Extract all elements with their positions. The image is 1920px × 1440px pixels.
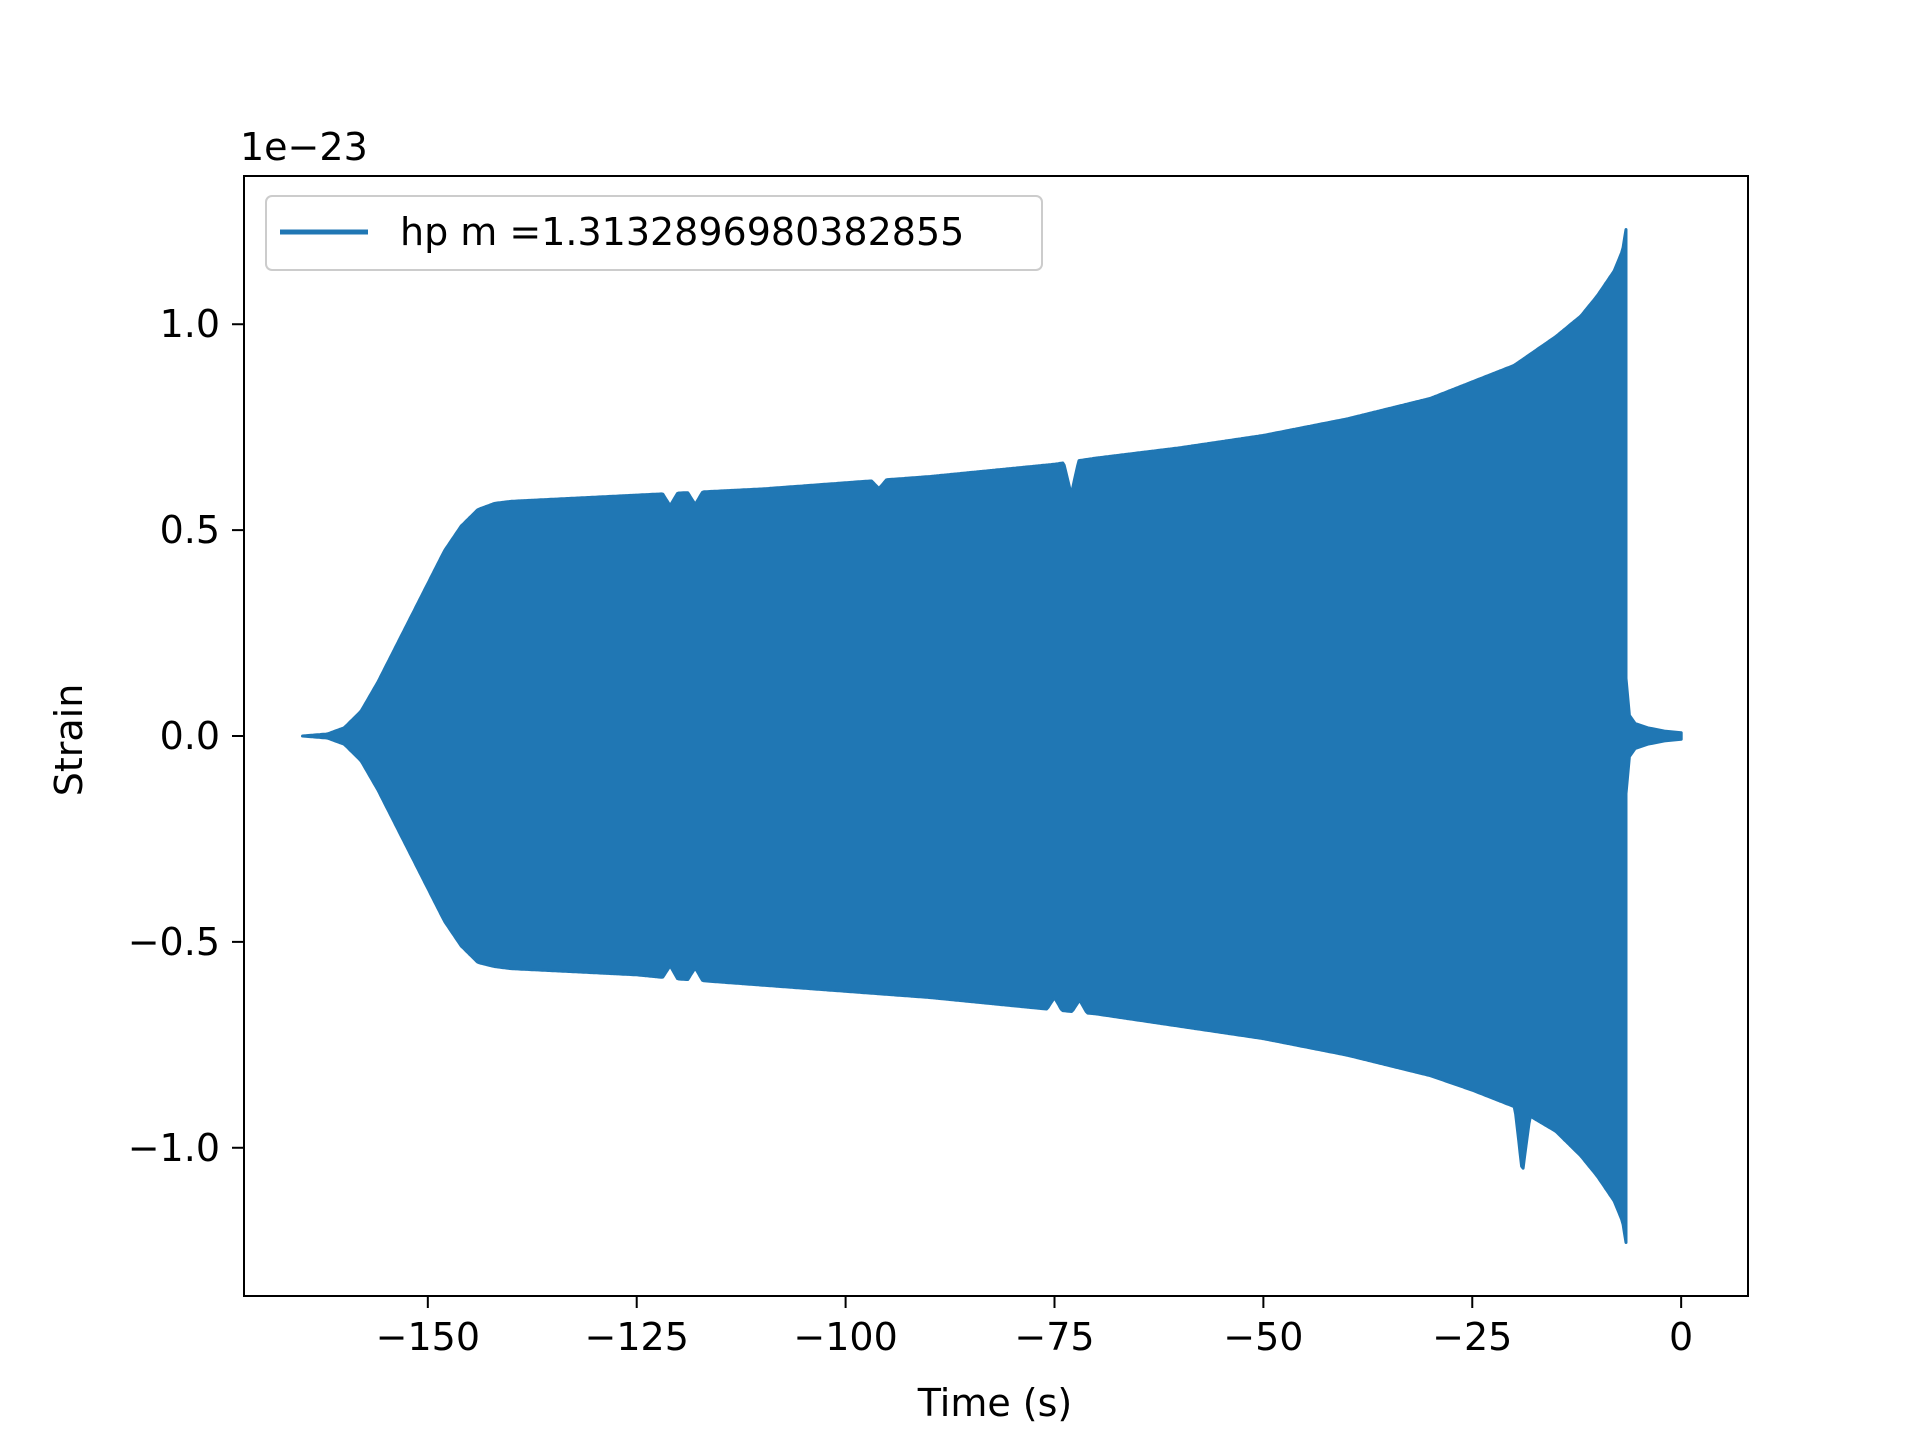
x-axis-label: Time (s) (917, 1381, 1073, 1425)
y-offset-text: 1e−23 (240, 125, 368, 169)
y-tick-label: −0.5 (128, 920, 220, 964)
series-0-waveform (301, 228, 1683, 1244)
y-tick-label: 0.0 (160, 714, 220, 758)
legend-box (265, 195, 1043, 271)
y-axis-label: Strain (47, 684, 91, 797)
x-tick-label: −150 (376, 1315, 480, 1359)
x-tick-label: −125 (585, 1315, 689, 1359)
legend-label: hp m =1.3132896980382855 (400, 210, 964, 254)
y-tick-label: 1.0 (160, 302, 220, 346)
x-tick-label: 0 (1669, 1315, 1693, 1359)
x-tick-label: −75 (1014, 1315, 1094, 1359)
y-tick-label: −1.0 (128, 1126, 220, 1170)
plot-area (301, 228, 1683, 1244)
x-tick-label: −50 (1223, 1315, 1303, 1359)
legend: hp m =1.3132896980382855 (265, 195, 1043, 271)
y-tick-label: 0.5 (160, 508, 220, 552)
axes: −150 −125 −100 −75 −50 −25 0 1.0 0.5 0.0 −0.5 −1.0 (128, 175, 1749, 1359)
x-tick-label: −25 (1432, 1315, 1512, 1359)
x-tick-label: −100 (793, 1315, 897, 1359)
